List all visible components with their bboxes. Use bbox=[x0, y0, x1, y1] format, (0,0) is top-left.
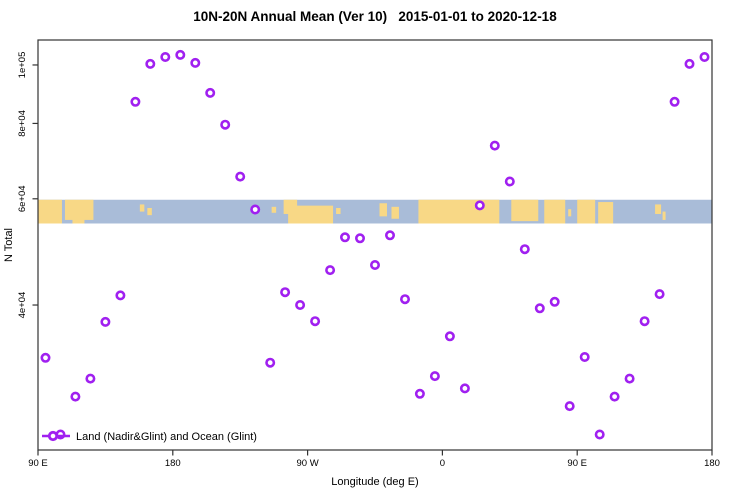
x-axis-label: Longitude (deg E) bbox=[331, 476, 419, 488]
data-point bbox=[624, 373, 635, 384]
y-tick-label: 1e+05 bbox=[17, 52, 28, 79]
data-point bbox=[369, 259, 380, 270]
x-tick-label: 180 bbox=[165, 458, 181, 469]
data-point bbox=[190, 57, 201, 68]
land-patch bbox=[64, 199, 94, 220]
data-point bbox=[414, 388, 425, 399]
data-point bbox=[474, 200, 485, 211]
plot-box bbox=[37, 39, 713, 451]
land-patch bbox=[38, 199, 62, 224]
data-point bbox=[459, 383, 470, 394]
data-point bbox=[160, 51, 171, 62]
data-point bbox=[205, 87, 216, 98]
data-point bbox=[85, 373, 96, 384]
data-point bbox=[295, 299, 306, 310]
data-point bbox=[354, 233, 365, 244]
data-point bbox=[684, 58, 695, 69]
data-point bbox=[100, 316, 111, 327]
x-tick-label: 180 bbox=[704, 458, 720, 469]
data-point bbox=[564, 401, 575, 412]
data-point bbox=[654, 289, 665, 300]
data-point bbox=[534, 303, 545, 314]
land-patch bbox=[544, 199, 566, 224]
y-axis-label: N Total bbox=[3, 227, 15, 263]
data-point bbox=[594, 429, 605, 440]
x-tick-label: 90 E bbox=[567, 458, 587, 469]
data-point bbox=[115, 290, 126, 301]
y-tick-label: 4e+04 bbox=[17, 292, 28, 319]
data-point bbox=[220, 119, 231, 130]
land-patch bbox=[662, 211, 666, 220]
data-point bbox=[699, 51, 710, 62]
land-patch bbox=[655, 204, 662, 214]
land-patch bbox=[271, 206, 277, 213]
land-patch bbox=[598, 202, 614, 224]
data-point bbox=[265, 357, 276, 368]
data-point bbox=[310, 316, 321, 327]
data-point bbox=[444, 331, 455, 342]
data-point bbox=[40, 352, 51, 363]
y-tick-label: 6e+04 bbox=[17, 185, 28, 212]
data-point bbox=[549, 296, 560, 307]
data-point bbox=[250, 204, 261, 215]
land-patch bbox=[288, 205, 334, 224]
y-tick-label: 8e+04 bbox=[17, 110, 28, 137]
land-patch bbox=[568, 209, 572, 217]
data-point bbox=[669, 96, 680, 107]
legend-label: Land (Nadir&Glint) and Ocean (Glint) bbox=[76, 431, 257, 443]
legend: Land (Nadir&Glint) and Ocean (Glint) bbox=[42, 430, 257, 443]
data-point bbox=[579, 351, 590, 362]
data-point bbox=[235, 171, 246, 182]
data-point bbox=[339, 232, 350, 243]
land-patch bbox=[379, 203, 387, 217]
data-point bbox=[504, 176, 515, 187]
data-point bbox=[325, 265, 336, 276]
data-point bbox=[429, 371, 440, 382]
land-patch bbox=[391, 206, 399, 219]
data-point bbox=[175, 49, 186, 60]
data-point bbox=[70, 391, 81, 402]
data-point bbox=[280, 287, 291, 298]
data-point bbox=[609, 391, 620, 402]
land-patch bbox=[336, 208, 341, 214]
data-point bbox=[639, 316, 650, 327]
chart-title: 10N-20N Annual Mean (Ver 10) 2015-01-01 … bbox=[193, 9, 557, 24]
land-patch bbox=[139, 204, 145, 212]
x-tick-label: 90 E bbox=[28, 458, 48, 469]
land-patch bbox=[418, 199, 500, 224]
data-point bbox=[130, 96, 141, 107]
data-point bbox=[384, 230, 395, 241]
data-point bbox=[145, 58, 156, 69]
data-point bbox=[399, 294, 410, 305]
land-patch bbox=[147, 208, 152, 216]
land-patch bbox=[511, 199, 539, 222]
x-tick-label: 0 bbox=[440, 458, 445, 469]
data-point bbox=[519, 244, 530, 255]
land-patch bbox=[72, 211, 85, 224]
x-tick-label: 90 W bbox=[297, 458, 319, 469]
land-patch bbox=[577, 199, 596, 224]
data-point bbox=[489, 140, 500, 151]
ocean-band bbox=[38, 199, 712, 224]
map-strip bbox=[38, 199, 712, 224]
legend-marker-icon bbox=[47, 430, 59, 442]
